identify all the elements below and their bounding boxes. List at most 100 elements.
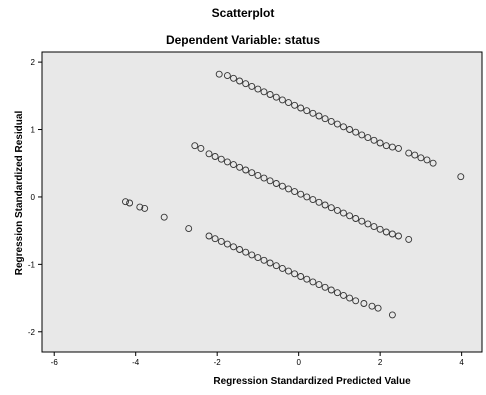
scatter-point — [333, 289, 341, 297]
scatter-point — [340, 209, 347, 217]
scatter-point — [260, 256, 268, 264]
y-axis-title: Regression Standardized Residual — [14, 111, 25, 276]
scatter-point — [388, 311, 396, 319]
scatter-point — [297, 190, 305, 198]
y-tick-label: 2 — [31, 58, 36, 67]
scatter-point — [254, 171, 262, 179]
scatter-point — [291, 188, 299, 196]
x-tick-label: -4 — [132, 358, 140, 367]
chart-subtitle: Dependent Variable: status — [166, 33, 320, 47]
scatter-point — [297, 273, 305, 280]
scatter-point — [236, 163, 244, 171]
scatter-point — [260, 88, 268, 96]
scatter-point — [333, 120, 341, 128]
data-points — [122, 70, 465, 319]
scatter-point — [254, 254, 262, 262]
scatter-point — [309, 109, 317, 117]
scatter-point — [346, 294, 354, 302]
scatter-point — [191, 142, 199, 150]
scatter-point — [364, 134, 372, 142]
scatter-point — [321, 283, 329, 291]
scatter-point — [215, 70, 223, 78]
scatter-point — [327, 286, 335, 294]
scatter-point — [236, 77, 244, 85]
scatter-point — [230, 74, 237, 82]
x-tick-label: -2 — [214, 358, 222, 367]
scatter-point — [333, 206, 341, 214]
scatter-point — [291, 101, 299, 109]
scatter-point — [374, 304, 382, 312]
scatter-point — [141, 204, 149, 212]
scatter-point — [368, 302, 376, 310]
scatter-point — [376, 139, 384, 147]
scatter-point — [321, 115, 329, 123]
scatter-point — [457, 173, 465, 181]
scatter-point — [360, 300, 368, 307]
scatter-point — [160, 213, 168, 221]
scatter-point — [278, 182, 286, 190]
scatter-point — [278, 96, 286, 104]
scatter-point — [370, 136, 378, 144]
scatter-point — [211, 153, 219, 160]
scatter-point — [309, 278, 317, 286]
scatter-point — [230, 161, 237, 169]
scatter-point — [223, 240, 231, 248]
scatter-point — [321, 201, 329, 209]
scatter-point — [185, 225, 193, 233]
axis-ticks: -6 -4 -2 0 2 4 2 1 0 -1 -2 — [28, 58, 465, 367]
scatter-point — [370, 223, 378, 231]
scatter-point — [211, 235, 219, 243]
scatter-point — [266, 177, 274, 185]
scatter-point — [395, 232, 402, 240]
scatter-point — [272, 93, 280, 101]
scatter-point — [405, 235, 413, 243]
scatter-point — [285, 267, 292, 275]
scatter-point — [260, 174, 268, 182]
x-axis-title: Regression Standardized Predicted Value — [213, 376, 411, 387]
scatter-point — [248, 251, 256, 259]
scatter-point — [266, 91, 274, 98]
scatter-point — [352, 215, 360, 222]
scatter-point — [223, 72, 231, 80]
scatter-point — [126, 199, 134, 207]
scatter-point — [303, 107, 311, 115]
y-tick-label: 1 — [31, 126, 36, 135]
scatter-point — [405, 149, 413, 157]
y-tick-label: -1 — [28, 260, 36, 269]
scatter-point — [352, 128, 360, 136]
scatter-point — [327, 117, 335, 125]
x-tick-label: 0 — [296, 358, 301, 367]
scatter-point — [417, 154, 425, 162]
y-tick-label: 0 — [31, 193, 36, 202]
scatter-point — [309, 196, 317, 204]
scatter-point — [236, 246, 244, 253]
scatter-point — [278, 264, 286, 272]
scatter-point — [272, 180, 280, 187]
scatter-point — [346, 212, 354, 220]
scatter-point — [122, 198, 129, 206]
scatter-point — [266, 259, 274, 267]
scatter-point — [388, 230, 396, 238]
scatter-point — [315, 112, 323, 120]
scatter-point — [423, 156, 431, 164]
scatter-point — [303, 193, 311, 201]
scatter-point — [395, 144, 402, 152]
scatter-point — [291, 270, 299, 278]
scatter-point — [340, 291, 347, 299]
y-tick-label: -2 — [28, 328, 36, 337]
scatter-point — [242, 80, 250, 88]
scatter-point — [303, 275, 311, 283]
scatter-point — [364, 220, 372, 228]
scatter-point — [327, 204, 335, 212]
scatter-point — [297, 104, 305, 112]
x-tick-label: 2 — [378, 358, 383, 367]
scatter-point — [223, 158, 231, 166]
scatter-point — [315, 198, 323, 206]
scatter-point — [358, 217, 366, 225]
chart-title: Scatterplot — [212, 6, 275, 20]
scatter-point — [411, 151, 419, 159]
x-tick-label: 4 — [459, 358, 464, 367]
scatter-point — [254, 85, 262, 93]
plot-area — [41, 51, 483, 353]
